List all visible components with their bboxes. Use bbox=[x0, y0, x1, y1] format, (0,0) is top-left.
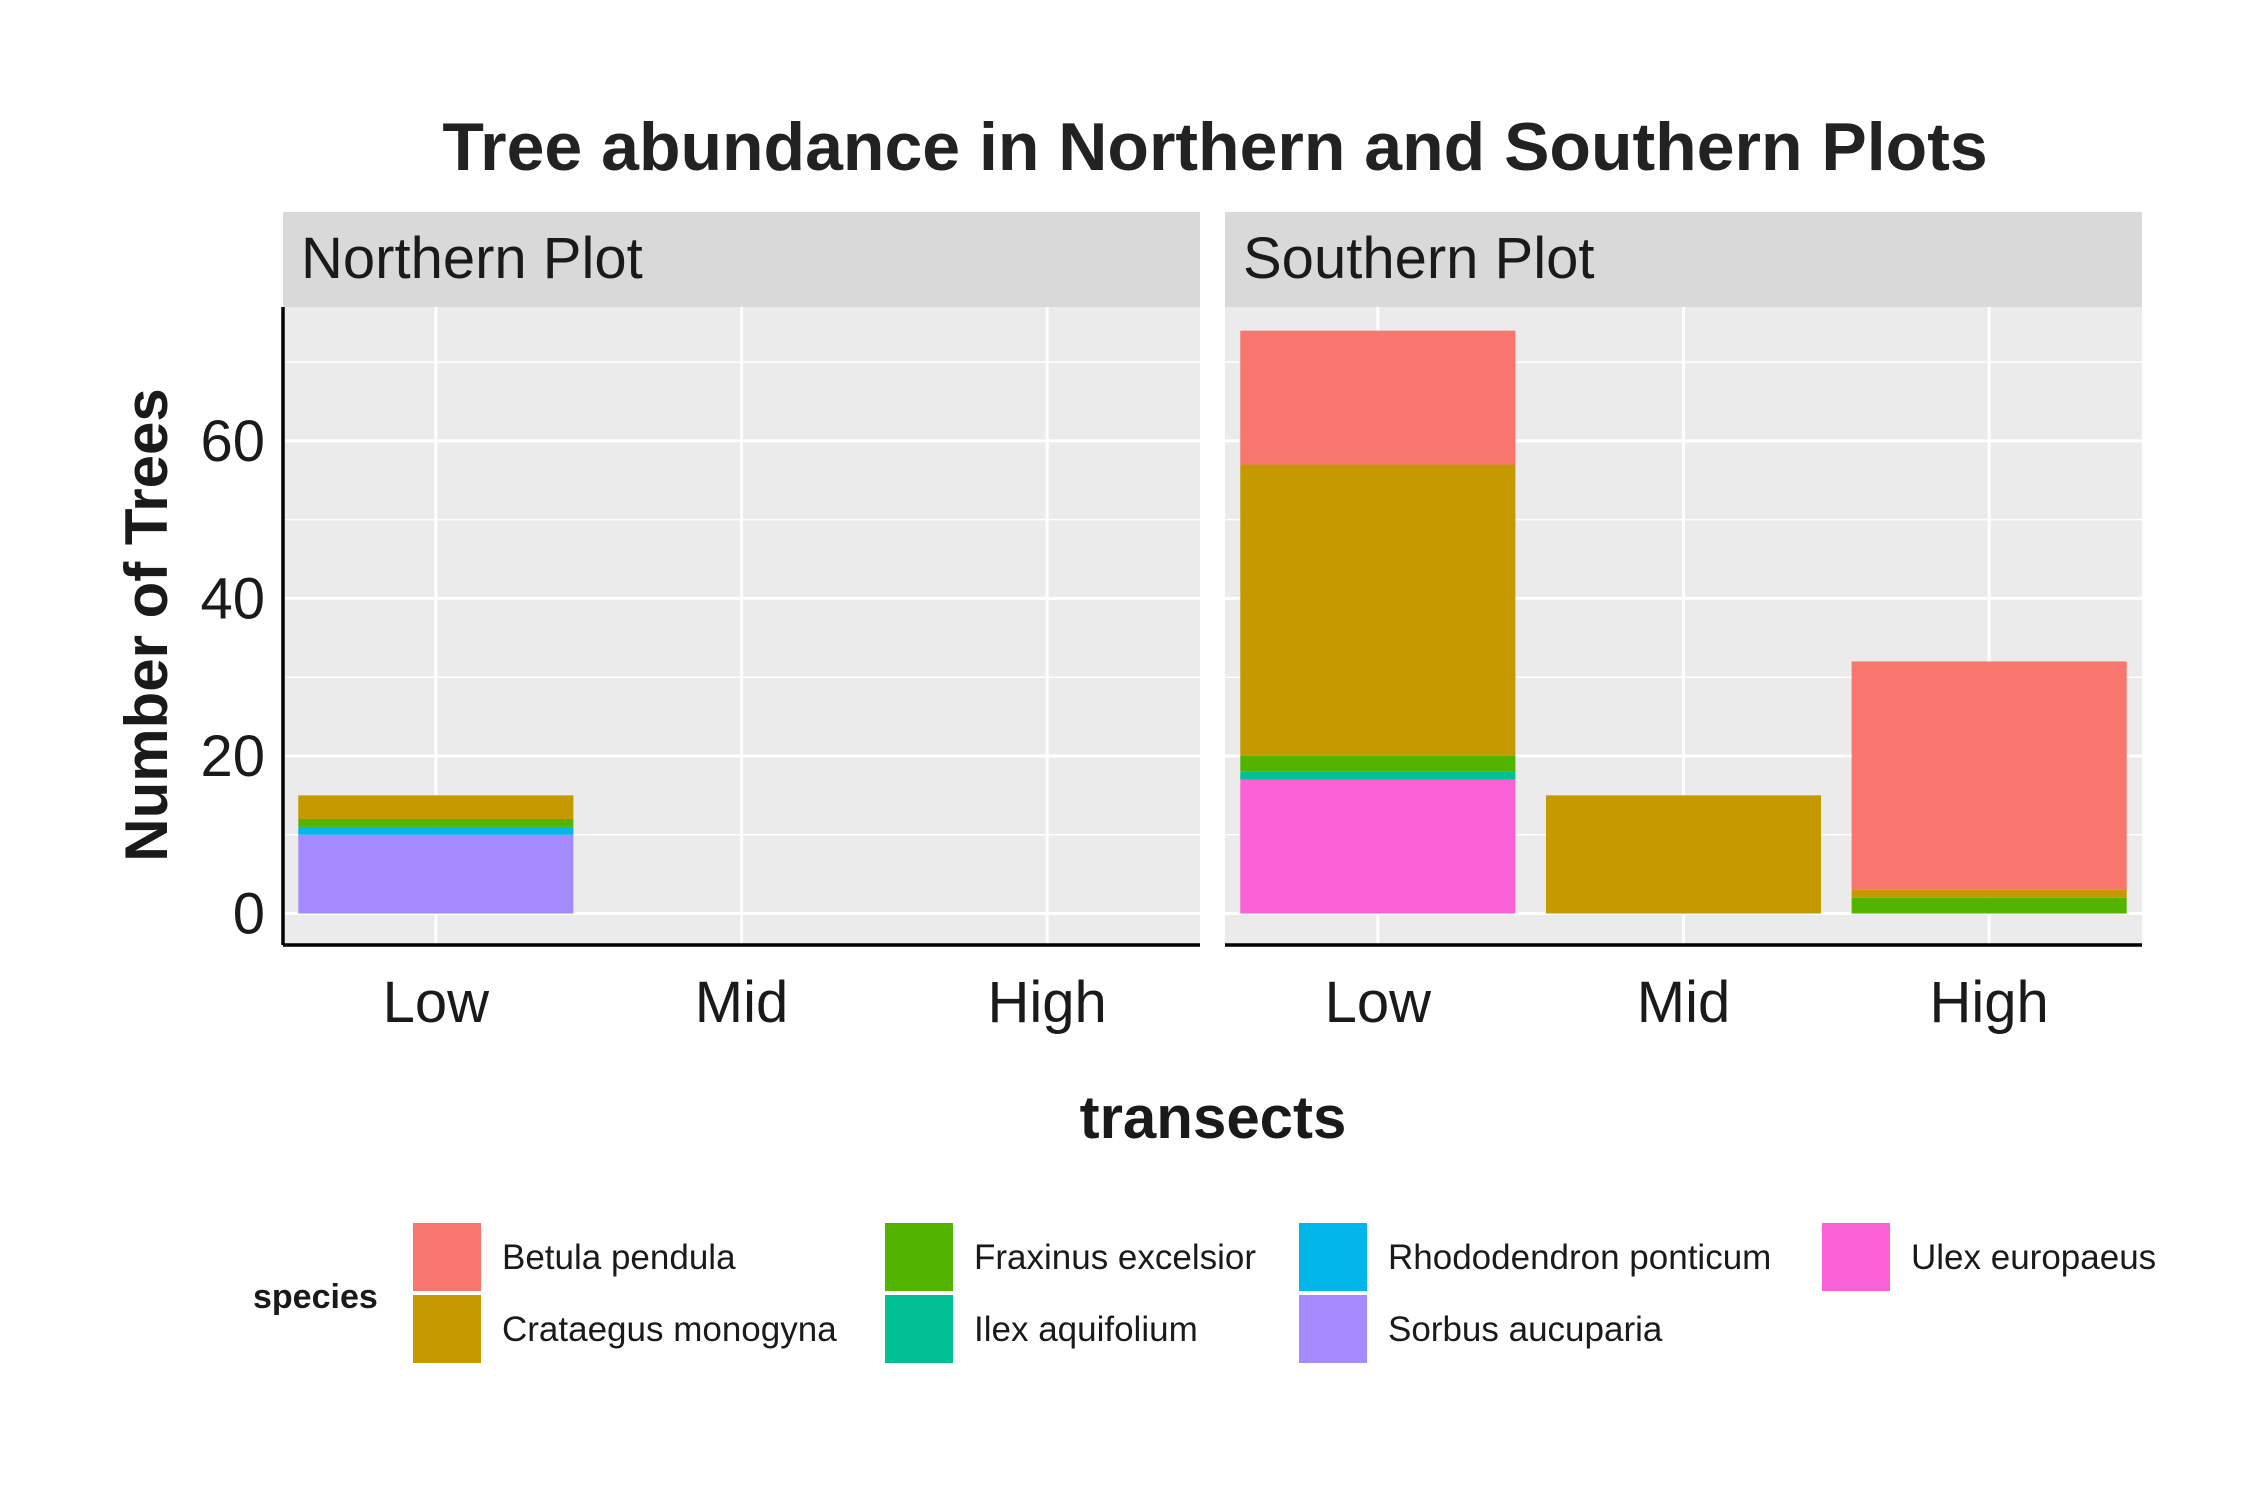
southern-plot-x-tick-label: High bbox=[1930, 970, 2049, 1035]
legend-label-ilex-aquifolium: Ilex aquifolium bbox=[974, 1310, 1198, 1349]
y-tick-label: 60 bbox=[200, 409, 265, 474]
bar-segment-southern-plot-high-betula-pendula bbox=[1851, 661, 2127, 890]
bar-segment-northern-plot-low-sorbus-aucuparia bbox=[298, 834, 574, 914]
legend-label-fraxinus-excelsior: Fraxinus excelsior bbox=[974, 1238, 1256, 1277]
bar-segment-northern-plot-low-crataegus-monogyna bbox=[298, 795, 574, 819]
legend-label-ulex-europaeus: Ulex europaeus bbox=[1911, 1238, 2156, 1277]
northern-plot-x-tick-label: Low bbox=[383, 970, 491, 1035]
x-axis-title: transects bbox=[1080, 1084, 1347, 1151]
bar-segment-southern-plot-high-fraxinus-excelsior bbox=[1851, 897, 2127, 914]
y-tick-label: 0 bbox=[233, 881, 265, 946]
bar-segment-southern-plot-low-crataegus-monogyna bbox=[1240, 464, 1516, 756]
legend-key-betula-pendula bbox=[413, 1223, 481, 1291]
legend-key-fraxinus-excelsior bbox=[885, 1223, 953, 1291]
y-tick-label: 20 bbox=[200, 724, 265, 789]
legend-key-rhododendron-ponticum bbox=[1299, 1223, 1367, 1291]
legend: species Betula pendula Crataegus monogyna… bbox=[253, 1223, 2156, 1363]
chart-title: Tree abundance in Northern and Southern … bbox=[442, 109, 1987, 185]
legend-key-sorbus-aucuparia bbox=[1299, 1295, 1367, 1363]
bar-segment-southern-plot-low-ilex-aquifolium bbox=[1240, 771, 1516, 780]
y-tick-label: 40 bbox=[200, 566, 265, 631]
northern-plot-x-tick-label: High bbox=[988, 970, 1107, 1035]
bar-segment-northern-plot-low-rhododendron-ponticum bbox=[298, 826, 574, 835]
legend-key-ilex-aquifolium bbox=[885, 1295, 953, 1363]
northern-plot-strip-label: Northern Plot bbox=[301, 226, 643, 291]
legend-key-ulex-europaeus bbox=[1822, 1223, 1890, 1291]
legend-key-crataegus-monogyna bbox=[413, 1295, 481, 1363]
legend-label-sorbus-aucuparia: Sorbus aucuparia bbox=[1388, 1310, 1663, 1349]
legend-label-crataegus-monogyna: Crataegus monogyna bbox=[502, 1310, 837, 1349]
southern-plot-strip bbox=[1225, 212, 2142, 307]
bar-segment-southern-plot-low-ulex-europaeus bbox=[1240, 779, 1516, 914]
legend-title: species bbox=[253, 1278, 378, 1316]
legend-label-betula-pendula: Betula pendula bbox=[502, 1238, 736, 1277]
southern-plot-x-tick-label: Low bbox=[1325, 970, 1433, 1035]
y-axis-title: Number of Trees bbox=[113, 388, 180, 861]
bar-segment-southern-plot-low-fraxinus-excelsior bbox=[1240, 755, 1516, 772]
bar-segment-southern-plot-high-crataegus-monogyna bbox=[1851, 889, 2127, 898]
southern-plot-strip-label: Southern Plot bbox=[1243, 226, 1594, 291]
bar-segment-southern-plot-low-betula-pendula bbox=[1240, 330, 1516, 465]
northern-plot-x-tick-label: Mid bbox=[695, 970, 788, 1035]
bar-segment-northern-plot-low-fraxinus-excelsior bbox=[298, 818, 574, 827]
northern-plot-panel: Northern Plot Low Mid High 0 20 40 60 bbox=[200, 212, 1200, 1035]
panels-layer: Northern Plot Low Mid High 0 20 40 60 Southern P… bbox=[200, 212, 2142, 1035]
bar-segment-southern-plot-mid-crataegus-monogyna bbox=[1545, 795, 1822, 914]
southern-plot-panel: Southern Plot Low Mid High bbox=[1225, 212, 2142, 1035]
legend-label-rhododendron-ponticum: Rhododendron ponticum bbox=[1388, 1238, 1771, 1277]
southern-plot-x-tick-label: Mid bbox=[1637, 970, 1730, 1035]
northern-plot-strip bbox=[283, 212, 1200, 307]
